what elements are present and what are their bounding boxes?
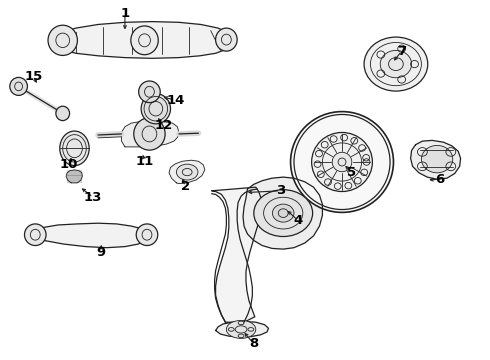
Text: 7: 7 — [397, 45, 406, 58]
Ellipse shape — [24, 224, 46, 246]
Ellipse shape — [254, 190, 313, 237]
Ellipse shape — [312, 132, 372, 192]
Polygon shape — [411, 140, 461, 179]
Ellipse shape — [421, 145, 453, 173]
Ellipse shape — [131, 26, 158, 55]
Ellipse shape — [364, 37, 428, 91]
Polygon shape — [212, 187, 262, 322]
Text: 3: 3 — [276, 184, 285, 197]
Ellipse shape — [60, 131, 89, 166]
Ellipse shape — [48, 25, 77, 55]
Ellipse shape — [139, 81, 160, 103]
Text: 4: 4 — [294, 214, 302, 227]
Text: 15: 15 — [24, 70, 43, 83]
Text: 11: 11 — [135, 155, 154, 168]
Polygon shape — [55, 22, 233, 58]
Ellipse shape — [291, 112, 393, 212]
Ellipse shape — [272, 204, 294, 222]
Text: 8: 8 — [249, 337, 258, 350]
Ellipse shape — [226, 320, 256, 338]
Ellipse shape — [141, 94, 171, 124]
Ellipse shape — [332, 152, 352, 172]
Text: 1: 1 — [121, 7, 129, 20]
Polygon shape — [216, 321, 269, 337]
Polygon shape — [122, 122, 179, 147]
Text: 12: 12 — [155, 119, 173, 132]
Ellipse shape — [380, 50, 412, 78]
Text: 9: 9 — [96, 246, 105, 258]
Text: 2: 2 — [181, 180, 190, 193]
Text: 5: 5 — [347, 166, 356, 179]
Ellipse shape — [216, 28, 237, 51]
Text: 13: 13 — [84, 191, 102, 204]
Polygon shape — [30, 223, 149, 248]
Text: 6: 6 — [436, 173, 444, 186]
Ellipse shape — [134, 118, 165, 150]
Polygon shape — [66, 170, 82, 183]
Ellipse shape — [136, 224, 158, 246]
Ellipse shape — [56, 106, 70, 121]
Ellipse shape — [176, 164, 198, 180]
Text: 10: 10 — [59, 158, 78, 171]
Text: 14: 14 — [166, 94, 185, 107]
Polygon shape — [243, 177, 322, 249]
Ellipse shape — [10, 77, 27, 95]
Polygon shape — [169, 160, 205, 184]
